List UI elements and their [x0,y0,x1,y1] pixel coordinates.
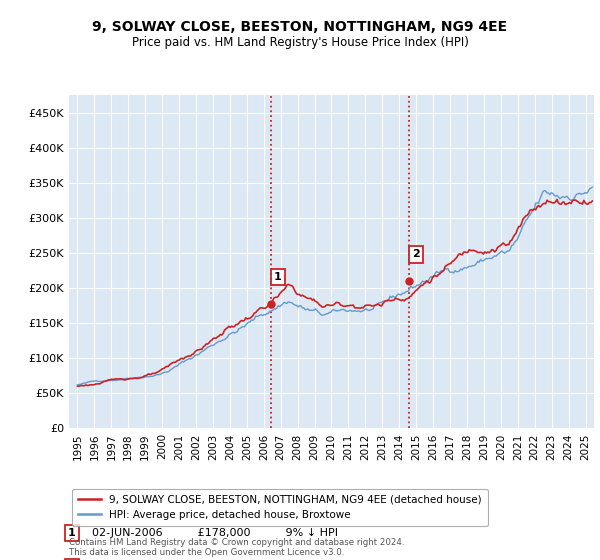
Text: 02-JUN-2006          £178,000          9% ↓ HPI: 02-JUN-2006 £178,000 9% ↓ HPI [85,528,338,538]
Legend: 9, SOLWAY CLOSE, BEESTON, NOTTINGHAM, NG9 4EE (detached house), HPI: Average pri: 9, SOLWAY CLOSE, BEESTON, NOTTINGHAM, NG… [71,488,488,526]
Text: Contains HM Land Registry data © Crown copyright and database right 2024.
This d: Contains HM Land Registry data © Crown c… [69,538,404,557]
Text: Price paid vs. HM Land Registry's House Price Index (HPI): Price paid vs. HM Land Registry's House … [131,36,469,49]
Text: 2: 2 [412,249,420,259]
Text: 1: 1 [274,272,281,282]
Text: 9, SOLWAY CLOSE, BEESTON, NOTTINGHAM, NG9 4EE: 9, SOLWAY CLOSE, BEESTON, NOTTINGHAM, NG… [92,20,508,34]
Text: 1: 1 [68,528,76,538]
